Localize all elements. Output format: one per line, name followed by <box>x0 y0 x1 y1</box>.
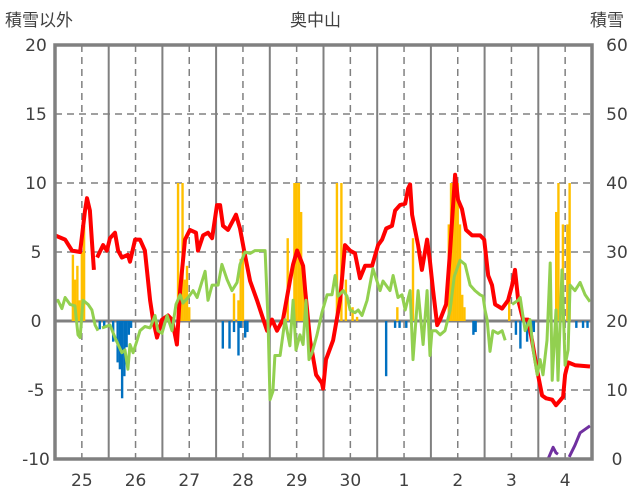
blue-bar <box>125 321 128 348</box>
y-right-tick-label: 60 <box>606 36 628 56</box>
chart-title: 奥中山 <box>290 11 341 31</box>
orange-bar <box>71 254 75 321</box>
blue-bar <box>393 321 397 328</box>
blue-bar <box>532 321 536 333</box>
y-left-tick-label: -5 <box>28 381 45 401</box>
blue-bar <box>129 321 133 328</box>
x-tick-label: 28 <box>232 471 254 491</box>
y-left-tick-label: 10 <box>25 174 47 194</box>
orange-bar <box>176 183 180 321</box>
y-left-tick-label: 5 <box>31 243 42 263</box>
blue-bar <box>103 321 106 328</box>
blue-bar <box>120 321 124 399</box>
plot-frame <box>53 43 594 461</box>
blue-bar <box>474 321 477 333</box>
blue-bar <box>405 321 408 328</box>
orange-bar <box>351 307 354 321</box>
y-right-tick-label: 20 <box>606 312 628 332</box>
blue-bar <box>239 321 242 328</box>
y-left-tick-label: 20 <box>25 36 47 56</box>
orange-bar <box>452 183 455 321</box>
x-tick-label: 30 <box>340 471 362 491</box>
orange-bar <box>396 307 399 321</box>
red-line <box>54 172 591 408</box>
y-left-tick-label: 0 <box>31 312 42 332</box>
x-tick-label: 4 <box>560 471 571 491</box>
orange-bar <box>335 183 339 321</box>
orange-bar <box>555 211 558 321</box>
orange-bar <box>78 300 81 321</box>
blue-bar <box>98 321 101 330</box>
orange-bar <box>411 238 415 321</box>
orange-bar <box>355 316 359 321</box>
blue-bar <box>384 321 388 377</box>
orange-bar <box>454 183 457 321</box>
y-right-tick-label: 10 <box>606 381 628 401</box>
right-axis-title: 積雪 <box>590 11 624 31</box>
blue-bar <box>237 321 240 356</box>
orange-bar <box>557 183 560 321</box>
green-line <box>54 249 592 402</box>
orange-bar <box>566 224 569 321</box>
orange-bar <box>299 211 303 321</box>
orange-bar <box>188 307 191 321</box>
x-tick-label: 27 <box>178 471 200 491</box>
x-tick-label: 1 <box>399 471 410 491</box>
x-tick-label: 29 <box>286 471 308 491</box>
y-left-tick-label: 15 <box>25 105 47 125</box>
orange-bar <box>82 225 86 321</box>
blue-bar <box>525 321 529 342</box>
y-right-tick-label: 40 <box>606 174 628 194</box>
left-axis-title: 積雪以外 <box>5 11 73 31</box>
blue-bar <box>123 321 126 377</box>
orange-bar <box>73 279 77 321</box>
orange-bar <box>344 279 348 321</box>
orange-bar <box>458 224 462 321</box>
y-right-tick-label: 30 <box>606 243 628 263</box>
x-tick-label: 25 <box>71 471 93 491</box>
orange-bar <box>302 265 305 321</box>
y-right-tick-label: 50 <box>606 105 628 125</box>
orange-bar <box>286 238 289 321</box>
orange-bar <box>241 252 245 321</box>
blue-bar <box>221 321 225 349</box>
orange-bar <box>463 307 466 321</box>
blue-bar <box>581 321 585 328</box>
blue-bar <box>472 321 475 335</box>
blue-bar <box>232 321 236 333</box>
blue-bar <box>514 321 518 335</box>
blue-bar <box>243 321 247 338</box>
blue-bar <box>127 321 131 335</box>
x-tick-label: 26 <box>125 471 147 491</box>
orange-bar <box>293 183 296 321</box>
y-right-tick-label: 0 <box>612 450 623 470</box>
blue-bar <box>246 321 249 333</box>
blue-bar <box>575 321 578 328</box>
orange-bar <box>568 183 571 321</box>
orange-bar <box>456 183 459 321</box>
orange-bar <box>239 258 242 321</box>
orange-bar <box>340 183 343 321</box>
blue-bar <box>398 321 401 328</box>
x-tick-label: 3 <box>506 471 517 491</box>
blue-bar <box>228 321 231 349</box>
orange-bar <box>76 265 79 321</box>
orange-bar <box>80 252 84 321</box>
orange-bar <box>185 265 189 321</box>
orange-bar <box>237 300 240 321</box>
y-left-tick-label: -10 <box>22 450 50 470</box>
blue-bar <box>519 321 522 349</box>
x-tick-label: 2 <box>452 471 463 491</box>
orange-bar <box>508 300 511 321</box>
orange-bar <box>232 293 236 321</box>
orange-bar <box>461 294 464 321</box>
blue-bar <box>586 321 589 328</box>
